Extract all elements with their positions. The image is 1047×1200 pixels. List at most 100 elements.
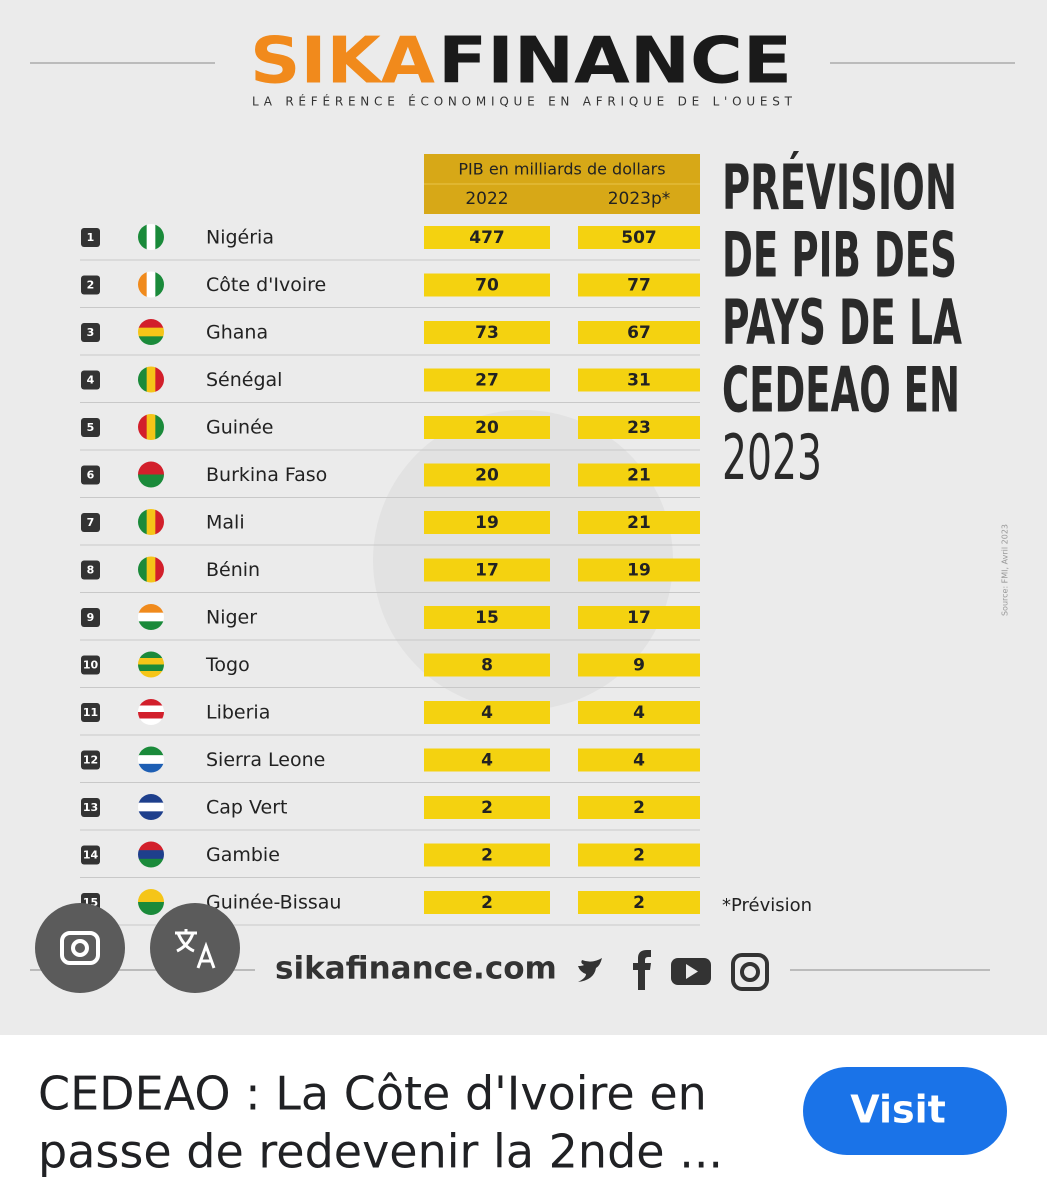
- cell-bg: [424, 226, 550, 249]
- caption-line: CEDEAO : La Côte d'Ivoire en: [38, 1067, 707, 1121]
- rank-badge: [81, 465, 100, 485]
- value-2023: 21: [627, 513, 651, 533]
- cell-bg: [578, 606, 700, 629]
- column-header: 2022: [465, 189, 508, 209]
- website: sikafinance.com: [275, 951, 557, 987]
- country: Guinée: [206, 417, 273, 439]
- flag-stripe: [138, 271, 148, 298]
- instagram-icon: [731, 953, 769, 991]
- value-2023: 77: [627, 276, 651, 296]
- group-header: PIB en milliards de dollars: [458, 160, 665, 179]
- flag-stripe: [146, 509, 156, 535]
- flag-stripe: [146, 271, 156, 298]
- flag-stripe: [146, 414, 156, 440]
- value-2023: 19: [627, 561, 651, 581]
- flag-stripe: [138, 664, 164, 672]
- rank: 7: [87, 516, 95, 529]
- rank: 2: [87, 279, 95, 292]
- cell-bg: [578, 416, 700, 439]
- flag-stripe: [138, 811, 164, 820]
- rank-badge: [81, 750, 100, 770]
- cell-bg: [578, 368, 700, 392]
- flag-stripe: [138, 763, 164, 773]
- lens-icon: [60, 931, 100, 965]
- cell-bg: [424, 321, 550, 344]
- value-2023: 9: [633, 656, 645, 676]
- flag-stripe: [138, 850, 164, 860]
- cell-bg: [424, 843, 550, 867]
- rank-badge: [81, 275, 100, 295]
- flag-stripe: [138, 461, 164, 475]
- flag-stripe: [138, 858, 164, 868]
- cell-bg: [424, 511, 550, 534]
- logo-left: SIKA: [250, 25, 436, 99]
- rank-badge: [81, 703, 100, 722]
- value-2022: 8: [481, 656, 493, 676]
- value-2023: 507: [621, 228, 657, 248]
- flag-stripe: [138, 671, 164, 678]
- rank: 8: [87, 564, 95, 577]
- tagline: LA RÉFÉRENCE ÉCONOMIQUE EN AFRIQUE DE L'…: [252, 94, 793, 109]
- rank-badge: [81, 655, 100, 675]
- flag-stripe: [138, 651, 164, 659]
- visit-button[interactable]: [803, 1067, 1007, 1155]
- flag-stripe: [138, 556, 148, 583]
- value-2022: 70: [475, 276, 499, 296]
- country: Cap Vert: [206, 797, 287, 819]
- cell-bg: [578, 558, 700, 582]
- value-2023: 67: [627, 323, 651, 343]
- twitter-icon: [578, 958, 602, 982]
- country: Sénégal: [206, 369, 282, 391]
- rank-badge: [81, 608, 100, 627]
- lens-icon-center: [71, 939, 89, 957]
- flag-stripe: [138, 621, 164, 630]
- visit-label: Visit: [850, 1088, 946, 1132]
- flag-stripe: [138, 366, 148, 393]
- cell-bg: [578, 843, 700, 867]
- cell-bg: [578, 891, 700, 914]
- rank: 6: [87, 469, 95, 482]
- lens-button[interactable]: [35, 903, 125, 993]
- cell-bg: [424, 701, 550, 724]
- cell-bg: [578, 321, 700, 344]
- cell-bg: [424, 606, 550, 629]
- flag-stripe: [138, 509, 148, 535]
- value-2022: 2: [481, 893, 493, 913]
- value-2023: 21: [627, 466, 651, 486]
- cell-bg: [578, 511, 700, 534]
- title-line: PRÉVISION: [722, 151, 957, 224]
- cell-bg: [578, 701, 700, 724]
- cell-bg: [424, 273, 550, 297]
- value-2022: 477: [469, 228, 505, 248]
- flag-stripe: [138, 699, 164, 706]
- flag-stripe: [138, 705, 164, 713]
- country: Sierra Leone: [206, 749, 325, 771]
- translate-button[interactable]: [150, 903, 240, 993]
- value-2023: 4: [633, 703, 645, 723]
- title-line: 2023: [722, 421, 822, 494]
- flag-stripe: [155, 556, 164, 583]
- country: Mali: [206, 512, 245, 534]
- flag-stripe: [138, 802, 164, 812]
- rank: 11: [83, 706, 98, 719]
- flag-stripe: [138, 319, 164, 329]
- flag-stripe: [138, 336, 164, 345]
- value-2022: 15: [475, 608, 499, 628]
- value-2022: 2: [481, 846, 493, 866]
- value-2023: 2: [633, 893, 645, 913]
- flag-stripe: [138, 612, 164, 622]
- flag-stripe: [138, 474, 164, 488]
- country: Côte d'Ivoire: [206, 274, 326, 296]
- rank-badge: [81, 845, 100, 865]
- rank-badge: [81, 370, 100, 390]
- value-2023: 2: [633, 798, 645, 818]
- rank: 4: [87, 374, 95, 387]
- value-2022: 17: [475, 561, 499, 581]
- country: Nigéria: [206, 227, 274, 249]
- instagram-lens: [740, 962, 760, 982]
- country: Niger: [206, 607, 257, 629]
- rank: 14: [83, 849, 99, 862]
- footnote: *Prévision: [722, 895, 812, 916]
- cell-bg: [424, 891, 550, 914]
- flag-stripe: [138, 604, 164, 614]
